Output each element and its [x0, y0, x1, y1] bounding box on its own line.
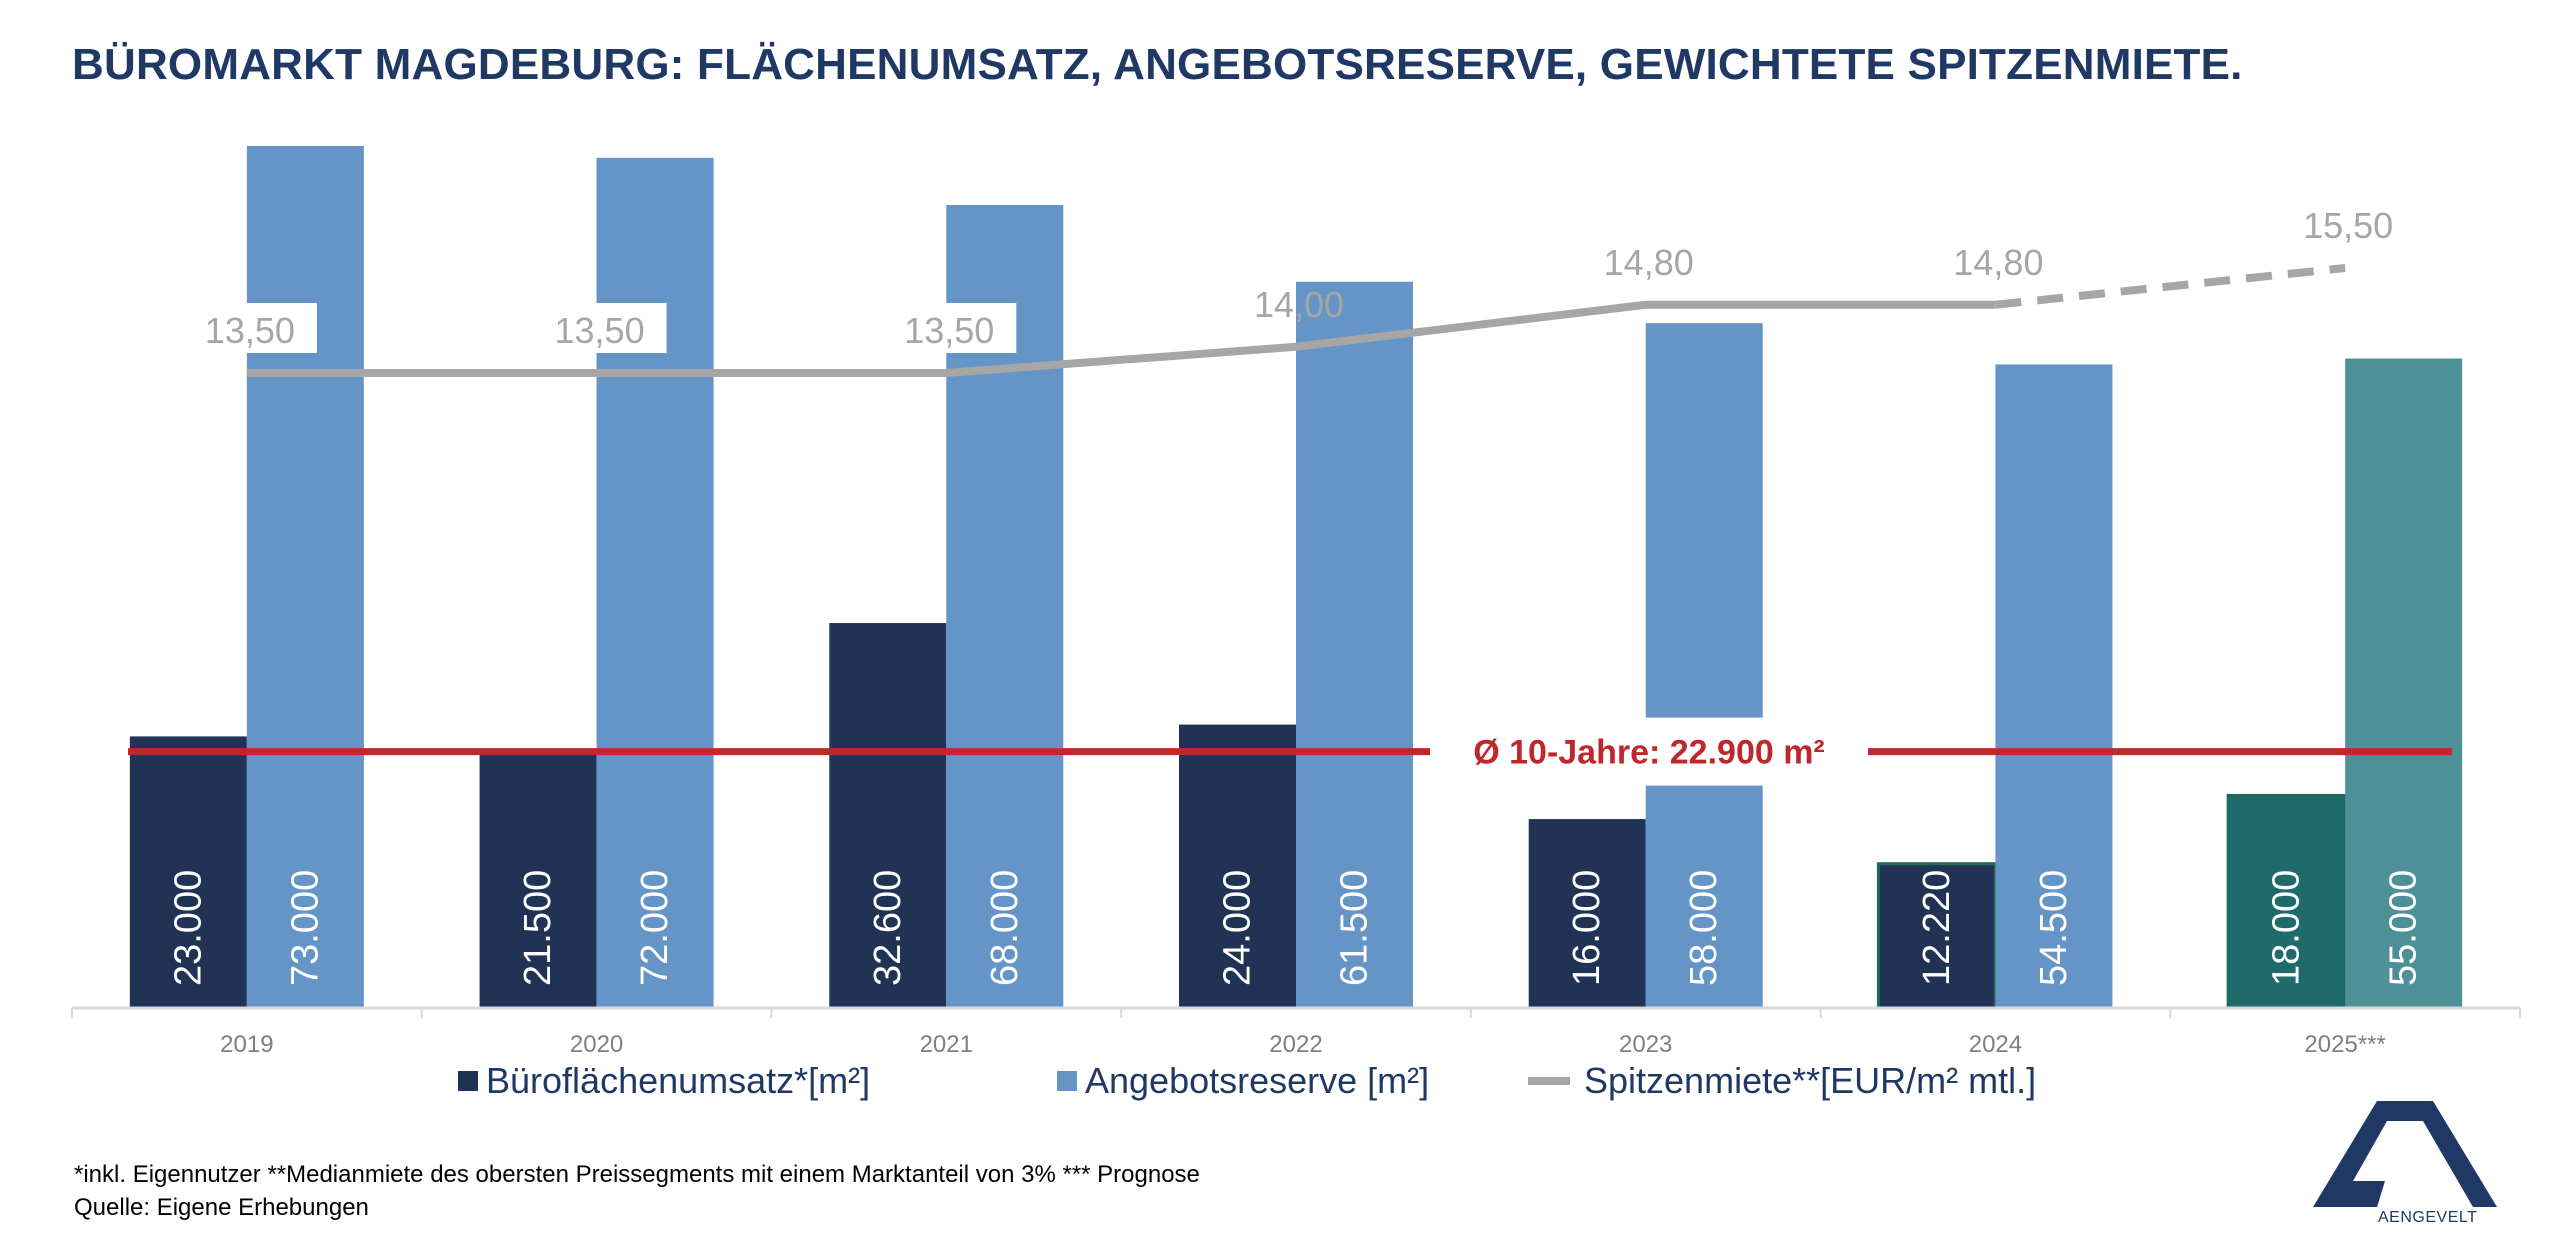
data-label-spitzenmiete-2025***: 15,50: [2303, 205, 2393, 246]
bar-angebotsreserve-2025***: [2345, 358, 2463, 1008]
data-label-angebotsreserve-2025***: 55.000: [2383, 870, 2425, 986]
data-label-umsatz-2025***: 18.000: [2266, 870, 2308, 986]
x-tick-label-2019: 2019: [220, 1031, 273, 1058]
x-tick-label-2020: 2020: [570, 1031, 623, 1058]
legend-label-angebotsreserve: Angebotsreserve [m²]: [1085, 1060, 1430, 1101]
reference-label-background: [1435, 717, 1863, 786]
data-label-spitzenmiete-2022: 14,00: [1254, 284, 1344, 325]
rent-label-background: [176, 303, 317, 353]
bar-umsatz-2021: [829, 623, 947, 1008]
legend-swatch-umsatz: [458, 1071, 478, 1091]
footnote-line-2: Quelle: Eigene Erhebungen: [74, 1194, 369, 1221]
data-label-spitzenmiete-2023: 14,80: [1604, 242, 1694, 283]
legend-swatch-angebotsreserve: [1057, 1071, 1077, 1091]
reference-line-label: Ø 10-Jahre: 22.900 m²: [1473, 734, 1825, 772]
data-label-spitzenmiete-2020: 13,50: [555, 310, 645, 351]
bar-angebotsreserve-2020: [596, 157, 714, 1008]
legend-label-umsatz: Büroflächenumsatz*[m²]: [486, 1060, 871, 1101]
bar-umsatz-2022: [1179, 724, 1296, 1008]
data-label-umsatz-2022: 24.000: [1217, 870, 1259, 986]
bar-angebotsreserve-2024: [1995, 364, 2113, 1009]
bar-umsatz-2019: [129, 736, 247, 1008]
x-tick-label-2022: 2022: [1269, 1031, 1322, 1058]
bar-angebotsreserve-2022: [1296, 281, 1413, 1008]
data-label-angebotsreserve-2024: 54.500: [2033, 870, 2075, 986]
footnote: *inkl. Eigennutzer **Medianmiete des obe…: [74, 1158, 1200, 1224]
legend-item-spitzenmiete: Spitzenmiete**[EUR/m² mtl.]: [1528, 1060, 2036, 1102]
legend-swatch-spitzenmiete: [1528, 1077, 1570, 1085]
rent-label-background: [876, 303, 1017, 353]
data-label-angebotsreserve-2022: 61.500: [1334, 870, 1376, 986]
data-label-spitzenmiete-2024: 14,80: [1953, 242, 2043, 283]
data-label-spitzenmiete-2019: 13,50: [205, 310, 295, 351]
data-label-angebotsreserve-2019: 73.000: [284, 870, 326, 986]
x-tick-label-2025***: 2025***: [2304, 1031, 2385, 1058]
legend-item-umsatz: Büroflächenumsatz*[m²]: [458, 1060, 870, 1102]
data-label-umsatz-2019: 23.000: [167, 870, 209, 986]
x-tick-label-2023: 2023: [1619, 1031, 1672, 1058]
legend-item-angebotsreserve: Angebotsreserve [m²]: [1057, 1060, 1429, 1102]
bar-umsatz-2023: [1528, 819, 1646, 1008]
x-tick-label-2024: 2024: [1969, 1031, 2022, 1058]
line-spitzenmiete-forecast: [1995, 264, 2346, 309]
legend-label-spitzenmiete: Spitzenmiete**[EUR/m² mtl.]: [1584, 1060, 2037, 1101]
data-label-umsatz-2023: 16.000: [1566, 870, 1608, 986]
footnote-line-1: *inkl. Eigennutzer **Medianmiete des obe…: [74, 1161, 1200, 1188]
data-label-angebotsreserve-2021: 68.000: [984, 870, 1026, 986]
bar-angebotsreserve-2019: [246, 146, 364, 1008]
legend: Büroflächenumsatz*[m²] Angebotsreserve […: [0, 1060, 2560, 1130]
logo-text: AENGEVELT: [2378, 1209, 2478, 1226]
data-label-umsatz-2021: 32.600: [867, 870, 909, 986]
bar-angebotsreserve-2023: [1645, 323, 1763, 1008]
line-spitzenmiete: [246, 300, 1996, 377]
x-tick-label-2021: 2021: [920, 1031, 973, 1058]
data-label-umsatz-2024: 12.220: [1916, 870, 1958, 986]
data-label-angebotsreserve-2020: 72.000: [634, 870, 676, 986]
data-label-spitzenmiete-2021: 13,50: [904, 310, 994, 351]
chart-title: BÜROMARKT MAGDEBURG: FLÄCHENUMSATZ, ANGE…: [72, 40, 2243, 89]
bar-umsatz-2020: [479, 754, 597, 1008]
chart-area: 23.000 73.000 2019 21.500 72.000 2020 32.600 68…: [71, 146, 2521, 1058]
data-label-angebotsreserve-2023: 58.000: [1683, 870, 1725, 986]
rent-label-background: [526, 303, 667, 353]
data-label-umsatz-2020: 21.500: [517, 870, 559, 986]
aengevelt-logo: [2313, 1101, 2497, 1207]
